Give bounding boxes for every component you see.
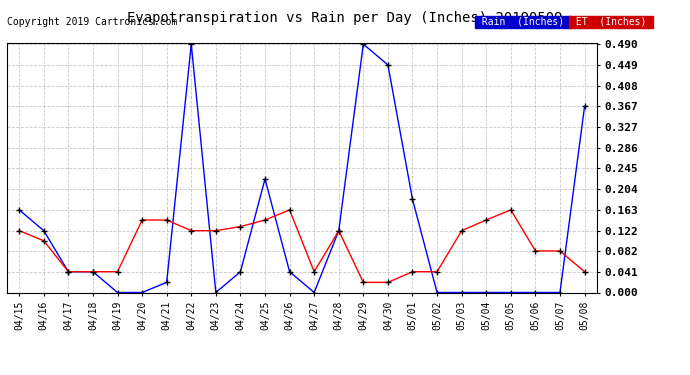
Text: ET  (Inches): ET (Inches) xyxy=(570,17,652,27)
Text: Rain  (Inches): Rain (Inches) xyxy=(476,17,570,27)
Text: Copyright 2019 Cartronics.com: Copyright 2019 Cartronics.com xyxy=(7,17,177,27)
Text: Evapotranspiration vs Rain per Day (Inches) 20190509: Evapotranspiration vs Rain per Day (Inch… xyxy=(127,11,563,25)
